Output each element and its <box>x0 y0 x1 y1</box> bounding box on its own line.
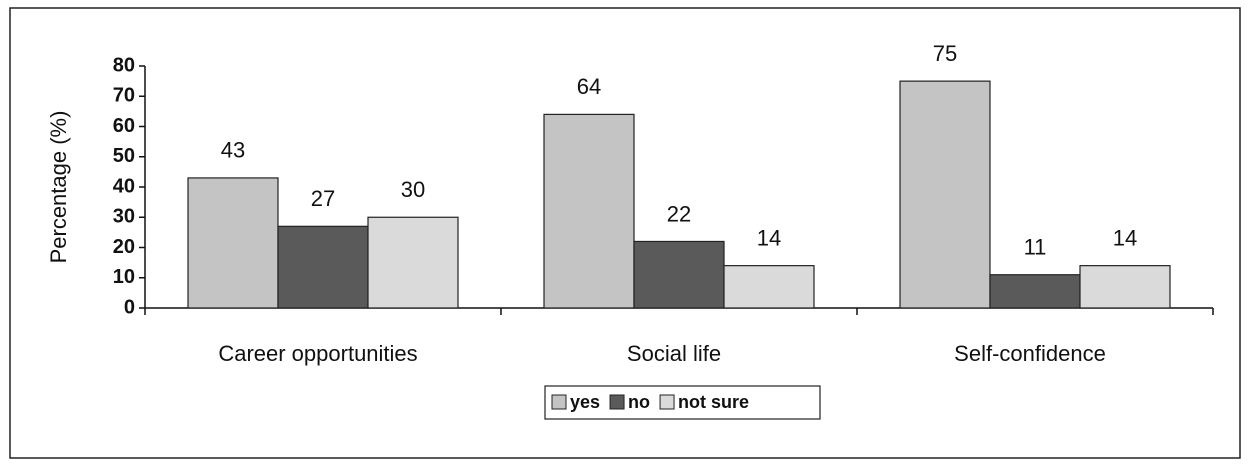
value-label: 22 <box>667 201 691 226</box>
value-label: 14 <box>1113 225 1137 250</box>
bar <box>277 225 369 309</box>
y-axis-label: Percentage (%) <box>46 111 71 264</box>
y-tick-label: 0 <box>124 296 135 318</box>
bar <box>723 265 815 309</box>
y-tick-label: 80 <box>113 54 135 76</box>
y-tick-label: 10 <box>113 266 135 288</box>
legend-label: not sure <box>678 392 749 412</box>
legend-swatch <box>551 394 567 410</box>
legend-swatch <box>609 394 625 410</box>
y-tick-label: 20 <box>113 236 135 258</box>
bar <box>367 216 459 309</box>
bar <box>543 113 635 309</box>
legend-label: yes <box>570 392 600 412</box>
bar <box>633 240 725 309</box>
x-tick-label: Career opportunities <box>218 341 417 366</box>
y-tick-label: 60 <box>113 115 135 137</box>
y-tick-label: 70 <box>113 85 135 107</box>
bar <box>989 274 1081 309</box>
y-tick-label: 40 <box>113 175 135 197</box>
x-tick-label: Self-confidence <box>954 341 1106 366</box>
x-tick-label: Social life <box>627 341 721 366</box>
legend-label: no <box>628 392 650 412</box>
value-label: 27 <box>311 186 335 211</box>
legend-swatch <box>659 394 675 410</box>
bar <box>899 80 991 309</box>
value-label: 14 <box>757 225 781 250</box>
y-tick-label: 50 <box>113 145 135 167</box>
bar <box>1079 265 1171 309</box>
legend-box <box>544 385 821 420</box>
value-label: 75 <box>933 41 957 66</box>
value-label: 11 <box>1024 235 1047 260</box>
y-tick-label: 30 <box>113 206 135 228</box>
bar <box>187 177 279 309</box>
value-label: 30 <box>401 177 425 202</box>
value-label: 64 <box>577 74 601 99</box>
value-label: 43 <box>221 138 245 163</box>
